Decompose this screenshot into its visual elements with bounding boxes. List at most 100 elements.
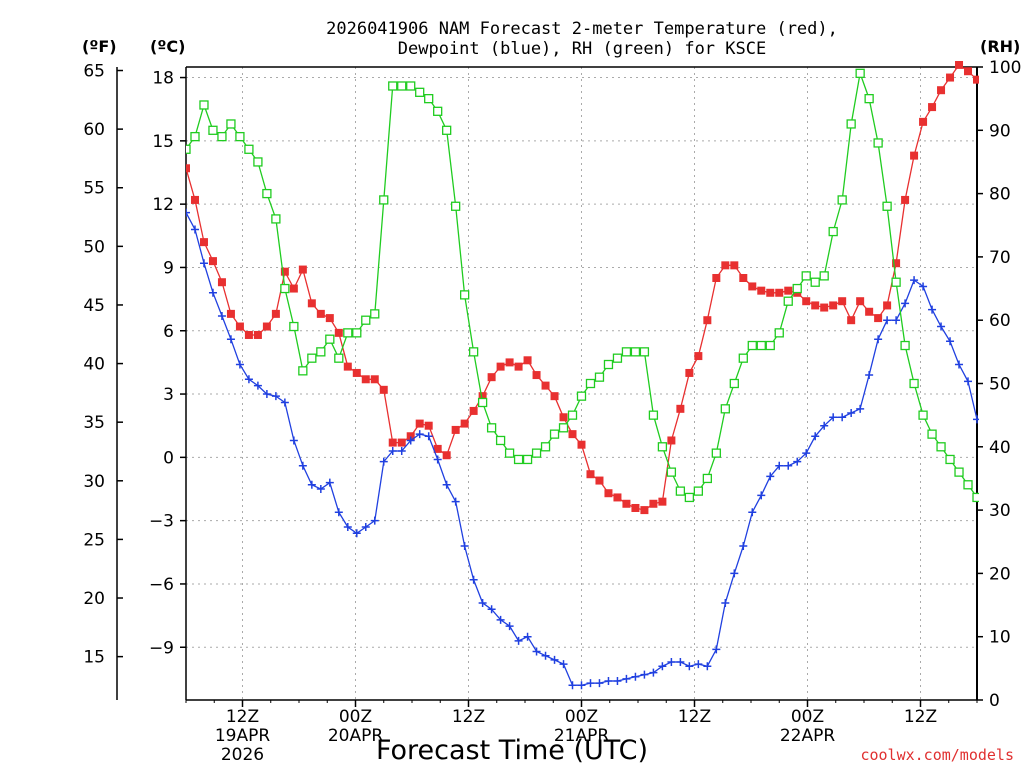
temperature-point <box>235 322 244 331</box>
rh-point <box>639 347 650 357</box>
dewpoint-point <box>973 415 979 424</box>
rh-point <box>244 144 254 154</box>
celsius-tick-label: −6 <box>149 575 174 595</box>
temperature-point <box>604 489 613 498</box>
rh-point <box>675 486 686 496</box>
temperature-point <box>334 328 343 337</box>
dewpoint-point <box>307 480 316 489</box>
rh-point <box>388 81 398 91</box>
rh-point <box>235 131 245 142</box>
temperature-point <box>226 309 235 318</box>
axes <box>116 66 983 707</box>
rh-point <box>576 391 587 401</box>
rh-point <box>199 100 209 110</box>
dewpoint-point <box>262 390 271 399</box>
fahrenheit-tick-label: 60 <box>83 120 105 140</box>
rh-point <box>666 467 677 477</box>
temperature-point <box>532 371 541 380</box>
temperature-point <box>496 362 505 371</box>
rh-point <box>325 334 335 344</box>
temperature-point <box>901 195 910 204</box>
rh-point <box>307 353 317 363</box>
temperature-point <box>721 261 730 270</box>
temperature-point <box>469 406 478 415</box>
rh-point <box>271 214 281 224</box>
dewpoint-point <box>208 288 217 297</box>
rh-point <box>963 480 973 490</box>
dewpoint-point <box>568 681 577 690</box>
dewpoint-point <box>748 508 757 517</box>
temperature-point <box>307 299 316 308</box>
dewpoint-point <box>577 681 586 690</box>
series-dewpoint <box>186 208 979 690</box>
rh-point <box>945 454 955 465</box>
x-tick-date: 20APR <box>328 726 384 746</box>
dewpoint-point <box>640 670 649 679</box>
dewpoint-point <box>186 208 190 217</box>
fahrenheit-tick-label: 20 <box>83 589 105 609</box>
rh-point <box>289 321 299 332</box>
temperature-point <box>874 314 883 323</box>
rh-point <box>918 410 928 420</box>
fahrenheit-tick-label: 45 <box>83 296 105 316</box>
dewpoint-point <box>433 455 442 464</box>
rh-point <box>594 372 605 382</box>
temperature-point <box>829 301 838 310</box>
x-tick-label: 00Z <box>791 707 824 727</box>
rh-point <box>433 106 443 116</box>
temperature-point <box>487 373 496 382</box>
dewpoint-point <box>271 392 280 401</box>
rh-point <box>612 353 623 363</box>
data-series <box>186 61 979 690</box>
rh-point <box>774 328 784 338</box>
dewpoint-point <box>415 430 424 439</box>
celsius-tick-label: 15 <box>152 132 174 152</box>
temperature-point <box>910 151 919 160</box>
temperature-point <box>685 368 694 377</box>
dewpoint-point <box>820 421 829 430</box>
dewpoint-point <box>856 404 865 413</box>
series-temperature <box>186 61 979 515</box>
rh-point <box>495 435 506 446</box>
x-tick-date: 19APR <box>215 726 271 746</box>
dewpoint-point <box>541 651 550 660</box>
rh-point <box>361 315 371 325</box>
temperature-point <box>712 274 721 282</box>
temperature-point <box>973 75 979 84</box>
dewpoint-point <box>595 679 604 688</box>
temperature-point <box>424 421 433 430</box>
rh-point <box>927 429 937 439</box>
rh-point <box>648 410 659 420</box>
temperature-point <box>883 301 892 310</box>
rh-point <box>630 347 641 357</box>
rh-point <box>334 353 344 363</box>
rh-tick-label: 40 <box>989 438 1011 458</box>
rh-point <box>298 366 308 376</box>
rh-unit-label: (RH) <box>980 37 1020 56</box>
rh-point <box>424 94 434 104</box>
dewpoint-point <box>280 398 289 407</box>
dewpoint-point <box>379 457 388 466</box>
dewpoint-point <box>442 480 451 489</box>
fahrenheit-unit-label: (ºF) <box>82 37 117 56</box>
dewpoint-point <box>505 622 514 631</box>
temperature-point <box>622 499 631 508</box>
temperature-point <box>388 438 397 447</box>
temperature-point <box>955 61 964 69</box>
temperature-point <box>892 259 901 268</box>
fahrenheit-tick-label: 15 <box>83 648 105 668</box>
temperature-point <box>937 86 946 95</box>
temperature-point <box>397 438 406 447</box>
temperature-point <box>289 284 298 293</box>
rh-point <box>873 138 883 148</box>
rh-point <box>756 340 766 351</box>
dewpoint-point <box>874 335 883 344</box>
rh-point <box>468 347 479 357</box>
dewpoint-point <box>397 447 406 456</box>
dewpoint-point <box>793 457 802 466</box>
rh-point <box>459 290 470 300</box>
temperature-point <box>802 297 811 306</box>
temperature-point <box>352 368 361 377</box>
celsius-tick-label: 9 <box>163 258 174 278</box>
